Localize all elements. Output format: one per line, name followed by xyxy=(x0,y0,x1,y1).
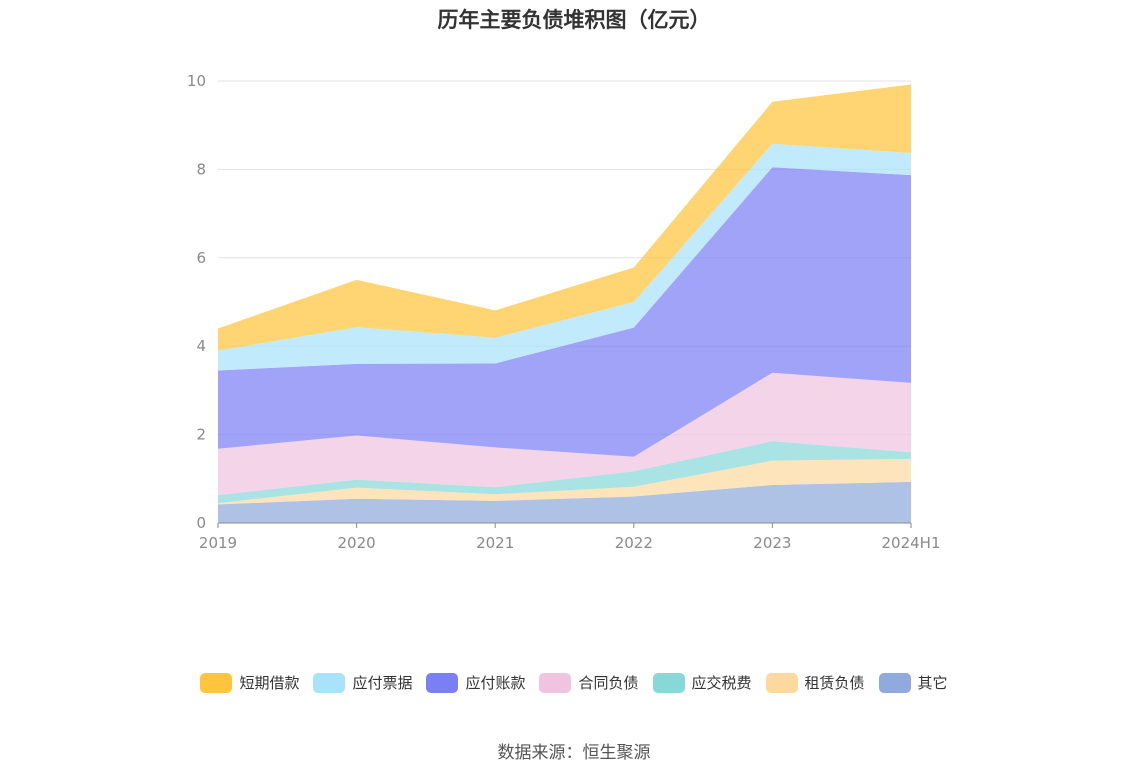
legend-item[interactable]: 租赁负债 xyxy=(765,672,865,693)
area-series xyxy=(218,84,911,523)
chart-title: 历年主要负债堆积图（亿元） xyxy=(437,8,711,32)
y-tick-label: 2 xyxy=(196,426,206,444)
data-source: 数据来源：恒生聚源 xyxy=(497,743,651,763)
area-series-3 xyxy=(218,372,911,496)
area-series-1 xyxy=(218,458,911,505)
legend-item[interactable]: 短期借款 xyxy=(200,672,299,693)
legend-swatch xyxy=(652,672,685,693)
area-series-0 xyxy=(218,481,911,523)
stacked-area-chart: 0 2 4 6 8 10 2019 2020 2021 2022 2023 2024H1 xyxy=(187,72,941,552)
legend-swatch xyxy=(313,672,346,693)
legend-item[interactable]: 其它 xyxy=(878,672,948,693)
y-tick-label: 8 xyxy=(196,160,206,178)
y-tick-label: 6 xyxy=(196,249,206,267)
legend-item[interactable]: 应付账款 xyxy=(426,672,525,693)
area-series-5 xyxy=(218,143,911,371)
x-tick-label: 2022 xyxy=(615,534,653,552)
legend-swatch xyxy=(878,672,911,693)
x-tick-label: 2020 xyxy=(338,534,376,552)
legend: 短期借款 应付票据 应付账款 合同负债 应交税费 租赁负债 其它 xyxy=(0,672,1148,693)
legend-label: 租赁负债 xyxy=(804,674,865,692)
x-tick-label: 2024H1 xyxy=(882,534,941,552)
legend-label: 合同负债 xyxy=(578,674,639,692)
legend-swatch xyxy=(765,672,798,693)
legend-label: 其它 xyxy=(917,674,948,692)
x-tick-label: 2021 xyxy=(476,534,514,552)
legend-swatch xyxy=(426,672,459,693)
area-series-2 xyxy=(218,441,911,504)
area-series-6 xyxy=(218,84,911,351)
legend-label: 应付账款 xyxy=(465,674,526,692)
legend-item[interactable]: 合同负债 xyxy=(539,672,639,693)
legend-swatch xyxy=(539,672,572,693)
x-tick-label: 2019 xyxy=(199,534,237,552)
legend-label: 应付票据 xyxy=(352,674,413,692)
x-tick-label: 2023 xyxy=(753,534,791,552)
y-tick-label: 4 xyxy=(196,337,206,355)
legend-label: 短期借款 xyxy=(239,674,300,692)
legend-item[interactable]: 应付票据 xyxy=(313,672,412,693)
axes: 0 2 4 6 8 10 2019 2020 2021 2022 2023 2024H1 xyxy=(187,72,941,552)
legend-item[interactable]: 应交税费 xyxy=(652,672,752,693)
legend-swatch xyxy=(200,672,233,693)
y-tick-label: 10 xyxy=(187,72,206,90)
area-series-4 xyxy=(218,167,911,457)
y-tick-label: 0 xyxy=(196,514,206,532)
legend-label: 应交税费 xyxy=(691,674,752,692)
